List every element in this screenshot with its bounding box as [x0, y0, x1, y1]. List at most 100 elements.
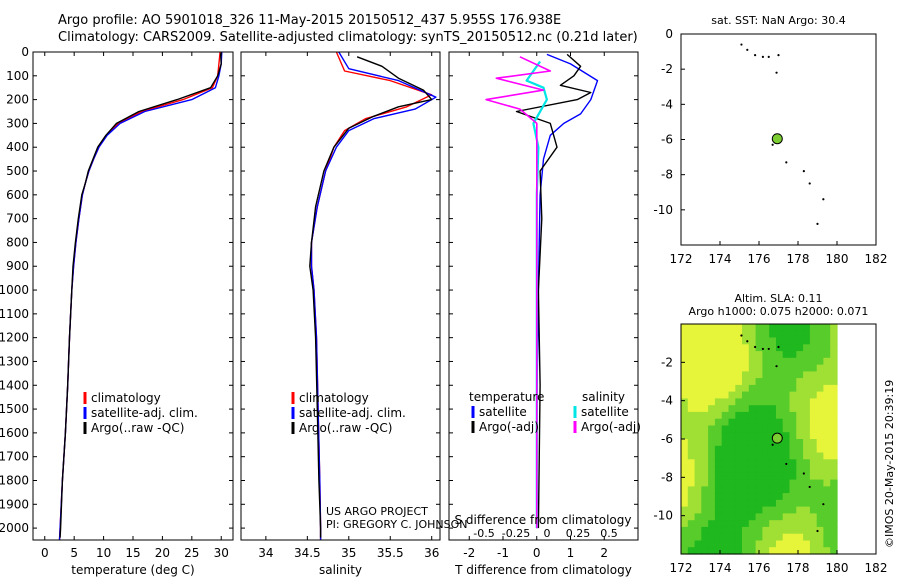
heatmap-cell: [789, 547, 797, 555]
legend-label: satellite-adj. clim.: [91, 406, 198, 420]
heatmap-cell: [755, 351, 763, 359]
heatmap-cell: [762, 533, 770, 542]
heatmap-cell: [830, 466, 838, 474]
heatmap-cell: [694, 520, 702, 528]
heatmap-cell: [789, 337, 797, 345]
heatmap-cell: [776, 330, 784, 339]
depth-tick-label: 200: [6, 93, 29, 107]
heatmap-cell: [830, 540, 838, 548]
heatmap-cell: [728, 324, 736, 332]
heatmap-cell: [714, 513, 723, 521]
heatmap-cell: [755, 425, 763, 433]
heatmap-cell: [742, 493, 750, 501]
heatmap-cell: [701, 439, 709, 447]
heatmap-cell: [796, 452, 804, 460]
heatmap-cell: [721, 526, 730, 535]
heatmap-cell: [809, 533, 818, 542]
heatmap-cell: [681, 418, 689, 427]
heatmap-cell: [714, 405, 723, 413]
heatmap-cell: [796, 371, 804, 379]
heatmap-cell: [782, 330, 791, 339]
heatmap-cell: [776, 425, 784, 433]
heatmap-cell: [708, 337, 716, 345]
track-point: [822, 503, 825, 506]
track-point: [740, 334, 743, 337]
heatmap-cell: [748, 479, 757, 487]
heatmap-cell: [748, 493, 757, 501]
heatmap-cell: [714, 384, 723, 393]
heatmap-cell: [816, 357, 825, 366]
heatmap-cell: [762, 445, 770, 454]
heatmap-cell: [701, 384, 709, 393]
heatmap-cell: [721, 479, 730, 487]
heatmap-cell: [830, 472, 838, 481]
heatmap-cell: [694, 357, 702, 366]
heatmap-cell: [769, 344, 777, 352]
heatmap-cell: [694, 351, 702, 359]
heatmap-cell: [830, 459, 838, 467]
heatmap-cell: [789, 425, 797, 433]
map-x-tick-label: 176: [748, 561, 771, 575]
heatmap-cell: [694, 493, 702, 501]
heatmap-cell: [701, 330, 709, 339]
project-label: US ARGO PROJECT: [326, 505, 428, 518]
heatmap-cell: [769, 459, 777, 467]
heatmap-cell: [687, 506, 696, 514]
heatmap-cell: [796, 432, 804, 440]
heatmap-cell: [755, 364, 763, 372]
heatmap-cell: [809, 547, 818, 555]
heatmap-cell: [830, 398, 838, 406]
heatmap-cell: [681, 479, 689, 487]
heatmap-cell: [762, 432, 770, 440]
heatmap-cell: [694, 547, 702, 555]
heatmap-cell: [701, 405, 709, 413]
heatmap-cell: [762, 324, 770, 332]
heatmap-cell: [701, 479, 709, 487]
heatmap-cell: [809, 351, 818, 359]
heatmap-cell: [748, 466, 757, 474]
heatmap-cell: [748, 384, 757, 393]
heatmap-cell: [816, 533, 825, 542]
heatmap-cell: [701, 445, 709, 454]
heatmap-cell: [721, 459, 730, 467]
heatmap-cell: [796, 526, 804, 535]
heatmap-cell: [776, 324, 784, 332]
heatmap-cell: [789, 445, 797, 454]
heatmap-cell: [714, 547, 723, 555]
heatmap-cell: [782, 513, 791, 521]
heatmap-cell: [681, 357, 689, 366]
heatmap-cell: [742, 344, 750, 352]
heatmap-cell: [714, 371, 723, 379]
heatmap-cell: [681, 337, 689, 345]
heatmap-cell: [782, 486, 791, 494]
heatmap-cell: [748, 344, 757, 352]
track-point: [822, 198, 825, 201]
heatmap-cell: [694, 337, 702, 345]
heatmap-cell: [782, 540, 791, 548]
heatmap-cell: [742, 357, 750, 366]
heatmap-cell: [809, 486, 818, 494]
heatmap-cell: [748, 520, 757, 528]
depth-tick-label: 800: [6, 235, 29, 249]
heatmap-cell: [735, 432, 743, 440]
depth-tick-label: 0: [21, 45, 29, 59]
heatmap-cell: [776, 472, 784, 481]
heatmap-cell: [681, 486, 689, 494]
heatmap-cell: [762, 418, 770, 427]
heatmap-cell: [742, 384, 750, 393]
heatmap-cell: [796, 418, 804, 427]
heatmap-cell: [769, 445, 777, 454]
heatmap-cell: [789, 493, 797, 501]
heatmap-cell: [681, 411, 689, 420]
heatmap-cell: [830, 418, 838, 427]
heatmap-cell: [776, 452, 784, 460]
heatmap-cell: [769, 425, 777, 433]
heatmap-cell: [823, 378, 831, 386]
panel-frame-difference: [448, 51, 639, 541]
heatmap-cell: [701, 459, 709, 467]
heatmap-cell: [803, 540, 811, 548]
heatmap-cell: [809, 540, 818, 548]
heatmap-cell: [681, 439, 689, 447]
heatmap-cell: [776, 344, 784, 352]
heatmap-cell: [789, 391, 797, 399]
